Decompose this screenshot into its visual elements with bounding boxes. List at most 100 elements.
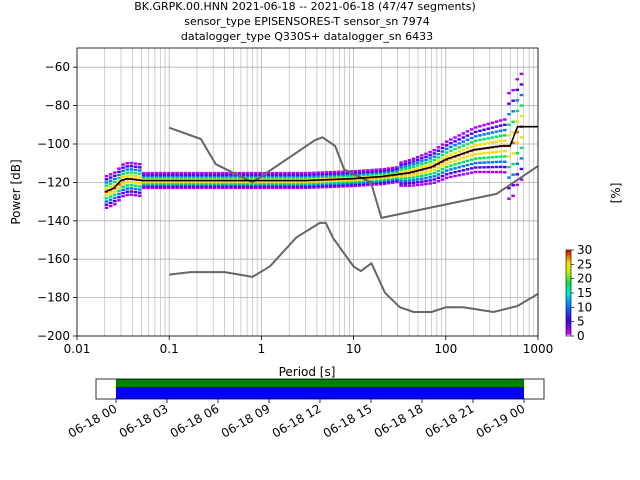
pdf-cell xyxy=(137,194,142,198)
pdf-cell xyxy=(113,187,117,190)
pdf-cell xyxy=(183,182,188,185)
pdf-cell xyxy=(216,174,221,178)
pdf-cell xyxy=(237,173,242,176)
pdf-cell xyxy=(444,151,449,154)
pdf-cell xyxy=(146,183,150,187)
pdf-cell xyxy=(179,186,183,190)
pdf-cell xyxy=(316,172,320,176)
pdf-cell xyxy=(166,173,171,176)
pdf-cell xyxy=(482,161,486,164)
pdf-cell xyxy=(287,185,291,188)
pdf-cell xyxy=(490,136,495,139)
pdf-cell xyxy=(328,184,333,187)
pdf-cell xyxy=(241,171,246,175)
pdf-cell xyxy=(444,154,449,158)
pdf-cell xyxy=(254,176,258,179)
pdf-cell xyxy=(490,156,495,159)
pdf-cell xyxy=(283,173,287,176)
pdf-cell xyxy=(420,160,424,163)
pdf-cell xyxy=(225,173,229,176)
timeline-tick-label: 06-18 12 xyxy=(270,401,324,440)
pdf-cell xyxy=(486,166,490,169)
pdf-cell xyxy=(183,177,188,181)
pdf-cell xyxy=(308,185,312,188)
pdf-cell xyxy=(324,171,329,174)
pdf-cell xyxy=(279,173,283,176)
pdf-cell xyxy=(341,173,345,176)
pdf-cell xyxy=(254,180,258,184)
pdf-cell xyxy=(461,160,466,164)
pdf-cell xyxy=(283,185,287,188)
pdf-cell xyxy=(498,170,503,174)
pdf-cell xyxy=(345,176,349,179)
pdf-cell xyxy=(312,174,316,177)
pdf-cell xyxy=(332,184,337,187)
pdf-cell xyxy=(200,182,204,185)
pdf-cell xyxy=(511,173,515,176)
pdf-cell xyxy=(449,171,453,175)
pdf-cell xyxy=(229,185,233,188)
pdf-cell xyxy=(258,185,262,188)
pdf-cell xyxy=(295,186,300,190)
pdf-cell xyxy=(117,180,121,183)
pdf-cell xyxy=(337,182,341,185)
pdf-cell xyxy=(465,168,470,171)
pdf-cell xyxy=(519,146,524,150)
pdf-cell xyxy=(320,175,325,179)
pdf-cell xyxy=(490,121,495,124)
pdf-cell xyxy=(303,173,308,176)
pdf-cell xyxy=(233,182,237,185)
pdf-cell xyxy=(411,173,416,176)
pdf-cell xyxy=(113,203,117,206)
pdf-cell xyxy=(287,176,291,179)
pdf-cell xyxy=(133,165,138,168)
pdf-cell xyxy=(353,180,358,183)
pdf-cell xyxy=(474,139,478,142)
pdf-cell xyxy=(461,132,466,135)
pdf-cell xyxy=(395,172,399,175)
pdf-cell xyxy=(274,171,279,175)
colorbar-swatch xyxy=(566,282,571,285)
timeline-tick-label: 06-18 03 xyxy=(117,401,171,440)
pdf-cell xyxy=(262,176,266,179)
pdf-cell xyxy=(312,171,316,175)
pdf-cell xyxy=(432,181,437,185)
pdf-cell xyxy=(162,173,167,176)
pdf-cell xyxy=(332,182,337,186)
pdf-cell xyxy=(391,168,395,171)
pdf-cell xyxy=(515,88,520,92)
pdf-cell xyxy=(469,154,474,157)
pdf-cell xyxy=(386,167,391,170)
pdf-cell xyxy=(357,172,362,176)
pdf-cell xyxy=(108,173,113,176)
pdf-cell xyxy=(432,171,437,175)
pdf-cell xyxy=(357,169,362,173)
pdf-cell xyxy=(270,173,275,176)
pdf-cell xyxy=(474,161,478,165)
pdf-cell xyxy=(378,178,383,181)
pdf-cell xyxy=(229,173,233,176)
pdf-cell xyxy=(220,173,225,176)
pdf-cell xyxy=(125,190,130,193)
pdf-cell xyxy=(200,171,204,175)
pdf-cell xyxy=(191,171,196,175)
pdf-cell xyxy=(411,178,416,182)
colorbar-swatch xyxy=(566,268,571,271)
pdf-cell xyxy=(117,167,121,170)
pdf-cell xyxy=(266,186,271,190)
pdf-cell xyxy=(129,180,134,184)
pdf-cell xyxy=(498,165,503,169)
pdf-cell xyxy=(191,185,196,188)
pdf-cell xyxy=(150,180,154,184)
pdf-cell xyxy=(324,172,329,175)
pdf-cell xyxy=(129,190,134,193)
pdf-cell xyxy=(179,177,183,181)
pdf-cell xyxy=(208,182,213,185)
pdf-cell xyxy=(133,181,138,184)
pdf-cell xyxy=(216,171,221,175)
pdf-cell xyxy=(337,179,341,182)
y-tick-label: −60 xyxy=(45,60,70,74)
pdf-cell xyxy=(378,169,383,173)
pdf-cell xyxy=(166,177,171,181)
pdf-cell xyxy=(349,174,354,177)
